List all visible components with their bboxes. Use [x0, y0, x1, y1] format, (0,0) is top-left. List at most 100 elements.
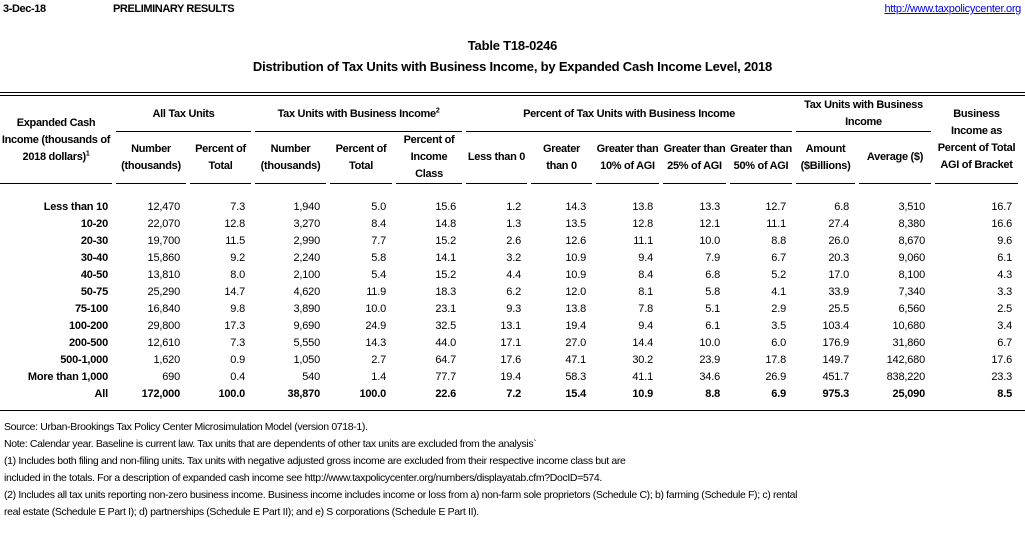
table-cell: 16,840 [147, 303, 181, 315]
table-cell: 0.9 [230, 354, 245, 366]
table-cell: 9.6 [997, 235, 1012, 247]
table-cell: 172,000 [141, 388, 181, 400]
table-cell: 12.8 [632, 218, 653, 230]
table-cell: 3.3 [997, 286, 1012, 298]
table-cell: 6.7 [997, 337, 1012, 349]
column-header: Greater than 10% of AGI [596, 132, 659, 184]
table-cell: 6.1 [705, 320, 720, 332]
header-double-rule [0, 92, 1025, 96]
table-cell: 58.3 [565, 371, 586, 383]
table-cell: 838,220 [886, 371, 926, 383]
table-cell: 16.6 [991, 218, 1012, 230]
table-cell: 3.4 [997, 320, 1012, 332]
table-cell: 8,380 [898, 218, 925, 230]
table-cell: 10.0 [699, 235, 720, 247]
table-id: Table T18-0246 [467, 38, 558, 53]
table-cell: 8.0 [230, 269, 245, 281]
table-cell: 540 [302, 371, 320, 383]
table-cell: 3.2 [506, 252, 521, 264]
table-cell: 12.1 [699, 218, 720, 230]
row-label: 30-40 [80, 252, 108, 264]
table-cell: 11.9 [366, 286, 386, 298]
row-label: 50-75 [80, 286, 108, 298]
table-cell: 16.7 [991, 201, 1012, 213]
row-label: 200-500 [69, 337, 108, 349]
table-cell: 9.4 [638, 252, 653, 264]
table-cell: 2.6 [506, 235, 521, 247]
table-cell: 8.8 [705, 388, 720, 400]
table-cell: 10.0 [699, 337, 720, 349]
table-cell: 2.5 [997, 303, 1012, 315]
column-header: Number (thousands) [116, 132, 186, 184]
footnote-line: (1) Includes both filing and non-filing … [4, 455, 626, 467]
table-cell: 13.1 [500, 320, 521, 332]
table-cell: 11.5 [225, 235, 245, 247]
table-cell: 15,860 [147, 252, 181, 264]
table-cell: 1,050 [293, 354, 320, 366]
table-cell: 5.2 [771, 269, 786, 281]
row-label: 500-1,000 [60, 354, 108, 366]
column-header: Less than 0 [466, 132, 527, 184]
table-cell: 23.3 [991, 371, 1012, 383]
table-cell: 1.4 [371, 371, 386, 383]
table-cell: 12.0 [565, 286, 586, 298]
table-cell: 17.6 [500, 354, 521, 366]
table-cell: 14.7 [224, 286, 245, 298]
table-cell: 5.8 [371, 252, 386, 264]
table-cell: 12,470 [147, 201, 181, 213]
table-cell: 6.9 [771, 388, 786, 400]
table-cell: 100.0 [359, 388, 386, 400]
table-cell: 25,090 [892, 388, 926, 400]
table-cell: 451.7 [822, 371, 849, 383]
column-header: Percent of Total [330, 132, 392, 184]
table-cell: 12,610 [147, 337, 181, 349]
table-bottom-rule [0, 410, 1025, 411]
table-cell: 6.2 [506, 286, 521, 298]
table-cell: 6.0 [771, 337, 786, 349]
table-cell: 690 [162, 371, 180, 383]
table-cell: 32.5 [435, 320, 456, 332]
table-cell: 14.3 [365, 337, 386, 349]
table-cell: 27.4 [828, 218, 849, 230]
table-cell: 5.0 [371, 201, 386, 213]
table-cell: 1.2 [506, 201, 521, 213]
table-cell: 17.1 [500, 337, 521, 349]
report-date: 3-Dec-18 [3, 3, 46, 15]
row-label: Less than 10 [43, 201, 108, 213]
table-cell: 4.1 [771, 286, 786, 298]
table-cell: 7.3 [230, 201, 245, 213]
table-cell: 5.4 [371, 269, 386, 281]
table-cell: 8.8 [771, 235, 786, 247]
table-cell: 8,670 [898, 235, 925, 247]
table-cell: 22,070 [147, 218, 181, 230]
data-table: Expanded Cash Income (thousands of 2018 … [0, 97, 1022, 403]
website-link[interactable]: http://www.taxpolicycenter.org [884, 3, 1021, 15]
table-cell: 23.1 [435, 303, 456, 315]
table-cell: 24.9 [365, 320, 386, 332]
row-label: 75-100 [74, 303, 108, 315]
table-cell: 9,060 [898, 252, 925, 264]
total-row: All 172,000 100.0 38,870 100.0 22.6 7.2 15.4 10.… [0, 386, 1018, 403]
table-row: 75-100 16,840 9.8 3,890 10.0 23.1 9.3 13.8 7.8 5.… [0, 301, 1018, 318]
table-cell: 14.1 [435, 252, 456, 264]
column-header: Number (thousands) [255, 132, 326, 184]
table-cell: 6.7 [771, 252, 786, 264]
table-cell: 149.7 [822, 354, 849, 366]
footnotes: Source: Urban-Brookings Tax Policy Cente… [4, 419, 797, 521]
table-cell: 10,680 [892, 320, 926, 332]
table-cell: 10.0 [365, 303, 386, 315]
footnote-line: real estate (Schedule E Part I); d) part… [4, 506, 479, 518]
table-cell: 18.3 [435, 286, 456, 298]
column-header: Greater than 50% of AGI [730, 132, 792, 184]
table-cell: 3.5 [771, 320, 786, 332]
table-cell: 4,620 [293, 286, 320, 298]
table-cell: 41.1 [632, 371, 653, 383]
table-cell: 12.6 [565, 235, 586, 247]
table-cell: 38,870 [287, 388, 321, 400]
table-cell: 975.3 [822, 388, 849, 400]
table-row: 500-1,000 1,620 0.9 1,050 2.7 64.7 17.6 47.1 30.… [0, 352, 1018, 369]
table-cell: 6.8 [705, 269, 720, 281]
table-cell: 15.6 [435, 201, 456, 213]
table-cell: 19.4 [500, 371, 521, 383]
table-row: 20-30 19,700 11.5 2,990 7.7 15.2 2.6 12.6 11.1 10… [0, 233, 1018, 250]
